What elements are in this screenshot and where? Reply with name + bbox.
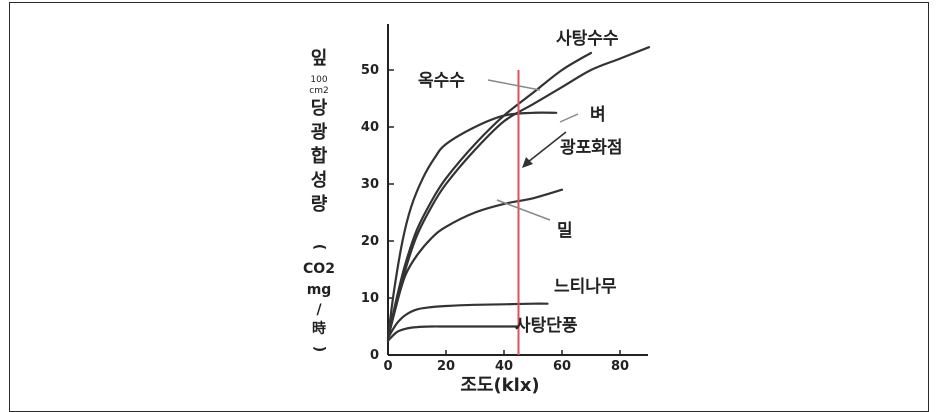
series-line-1 <box>386 51 593 339</box>
ylabel-part: 100 <box>310 75 328 85</box>
series-label-2: 옥수수 <box>418 71 465 91</box>
series-label-1: 사탕수수 <box>556 29 619 49</box>
saturation-arrow <box>527 131 567 163</box>
y-tick-label: 50 <box>361 63 379 78</box>
ylabel-part: 량 <box>310 194 328 215</box>
x-tick-label: 40 <box>495 359 513 374</box>
saturation-arrow-head <box>522 157 533 168</box>
ylabel-part: / <box>316 302 322 318</box>
y-tick-label: 20 <box>361 234 379 249</box>
ylabel-part: 당 <box>310 98 328 119</box>
series-line-2 <box>386 46 651 339</box>
leader-line-4 <box>496 199 551 221</box>
ylabel-part: 광 <box>310 122 328 143</box>
x-axis-title: 조도(klx) <box>460 375 539 396</box>
x-tick-label: 60 <box>553 359 571 374</box>
series-line-3 <box>386 111 558 339</box>
ylabel-part: ) <box>311 345 327 353</box>
x-tick-label: 20 <box>437 359 455 374</box>
x-tick-label: 80 <box>611 359 629 374</box>
series-label-6: 사탕단풍 <box>515 316 578 336</box>
ylabel-part: mg <box>306 282 332 298</box>
ylabel-part: 잎 <box>310 48 328 69</box>
y-tick-label: 40 <box>361 120 379 135</box>
ylabel-part: cm2 <box>309 86 329 96</box>
x-tick-label: 0 <box>383 359 392 374</box>
series-label-5: 느티나무 <box>554 277 617 297</box>
ylabel-part: 성 <box>310 170 328 191</box>
leader-line-3 <box>559 113 579 123</box>
y-tick-label: 30 <box>361 177 379 192</box>
leader-line-2 <box>487 79 541 91</box>
y-tick-label: 0 <box>370 348 379 363</box>
ylabel-part: CO2 <box>303 261 335 277</box>
series-line-6 <box>386 325 520 342</box>
ylabel-part: 합 <box>310 146 328 167</box>
saturation-point-label: 광포화점 <box>560 138 623 158</box>
y-tick-label: 10 <box>361 291 379 306</box>
series-label-3: 벼 <box>590 105 606 125</box>
ylabel-part: 時 <box>312 321 326 337</box>
series-label-4: 밀 <box>557 220 573 241</box>
